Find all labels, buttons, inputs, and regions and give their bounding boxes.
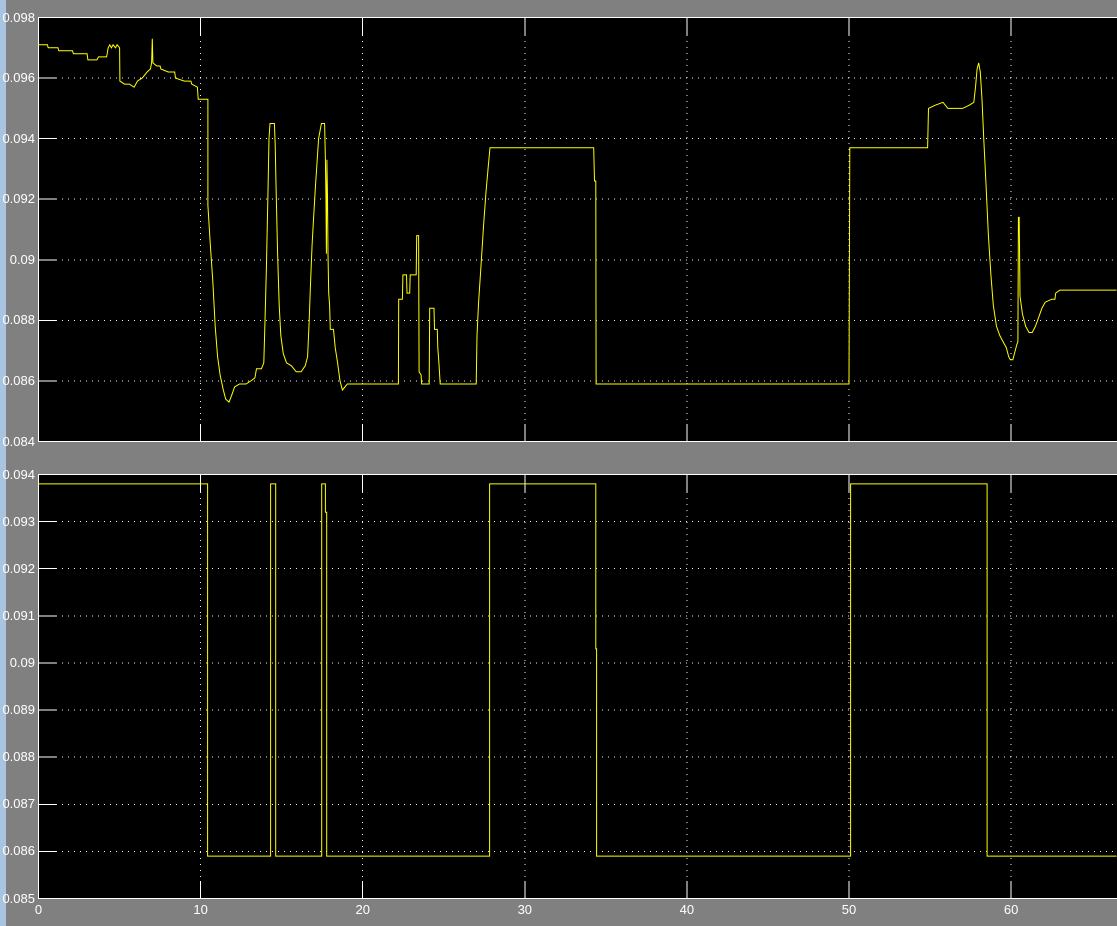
x-tick-label: 20 (355, 902, 370, 917)
x-tick-label: 30 (517, 902, 533, 917)
bottom-plot-area (38, 474, 1117, 899)
top-plot-area (38, 17, 1117, 442)
x-tick-label: 60 (1003, 902, 1019, 917)
bottom-plot-canvas (38, 474, 1117, 899)
x-tick-label: 40 (679, 902, 695, 917)
x-tick-label: 0 (34, 902, 43, 917)
signal-trace (38, 483, 1117, 857)
x-tick-label: 10 (193, 902, 208, 917)
x-tick-label: 50 (841, 902, 857, 917)
top-plot-canvas (38, 17, 1117, 442)
window-edge-strip (0, 0, 6, 926)
signal-trace (38, 38, 1117, 403)
